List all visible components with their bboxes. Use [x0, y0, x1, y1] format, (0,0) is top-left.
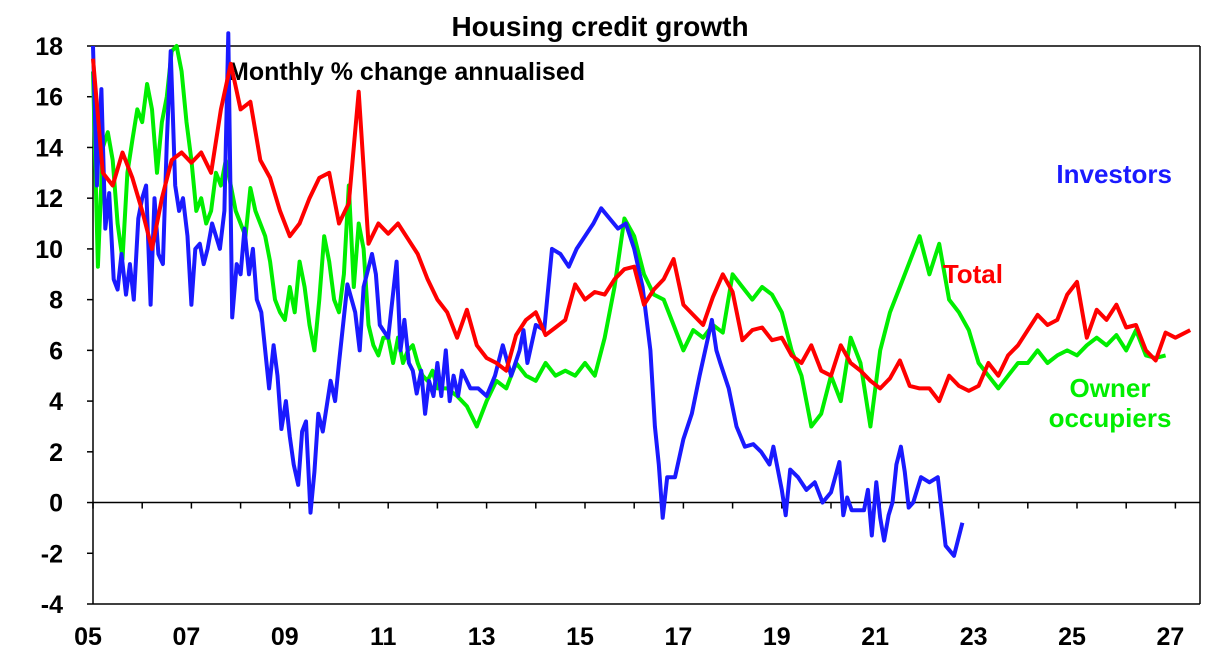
y-tick-label: 6 [49, 337, 63, 365]
x-tick-label: 19 [763, 623, 791, 651]
x-tick-label: 09 [271, 623, 299, 651]
x-tick-label: 27 [1156, 623, 1184, 651]
series-label-line: Investors [1056, 159, 1172, 189]
y-tick-label: 16 [35, 84, 63, 112]
x-tick-label: 17 [664, 623, 692, 651]
x-tick-label: 13 [468, 623, 496, 651]
x-tick-label: 15 [566, 623, 594, 651]
y-tick-label: -4 [41, 591, 63, 619]
series-label-line: Owner [1070, 373, 1151, 403]
y-tick-label: 4 [49, 388, 63, 416]
x-axis-ticks: 05 07 09 11 13 15 17 19 21 23 25 27 [74, 502, 1184, 651]
axes [92, 45, 1201, 605]
x-tick-label: 11 [370, 623, 397, 651]
series-label-line: Total [943, 259, 1003, 289]
series-labels: Investors Total Owner occupiers [943, 159, 1172, 433]
series-label-line: occupiers [1049, 403, 1172, 433]
y-tick-label: 12 [35, 185, 63, 213]
y-axis-ticks: -4 -2 0 2 4 6 8 10 12 14 16 18 [35, 33, 93, 619]
x-tick-label: 07 [172, 623, 200, 651]
series-label-investors: Investors [1056, 159, 1172, 189]
y-tick-label: 10 [35, 236, 63, 264]
y-tick-label: 18 [35, 33, 63, 61]
series-line-total [91, 58, 1192, 404]
x-tick-label: 23 [960, 623, 988, 651]
y-tick-label: 14 [35, 134, 63, 162]
chart-subtitle: Monthly % change annualised [228, 58, 585, 86]
y-tick-label: 2 [49, 439, 63, 467]
y-tick-label: -2 [41, 540, 63, 568]
y-tick-label: 0 [49, 490, 63, 518]
series-line-investors [91, 31, 965, 558]
chart-title: Housing credit growth [451, 11, 748, 42]
series-layer [91, 31, 1192, 558]
x-tick-label: 05 [74, 623, 102, 651]
x-tick-label: 21 [861, 623, 889, 651]
y-tick-label: 8 [49, 287, 63, 315]
x-tick-label: 25 [1058, 623, 1086, 651]
series-label-total: Total [943, 259, 1003, 289]
series-label-owner-occupiers: Owner occupiers [1049, 373, 1172, 433]
